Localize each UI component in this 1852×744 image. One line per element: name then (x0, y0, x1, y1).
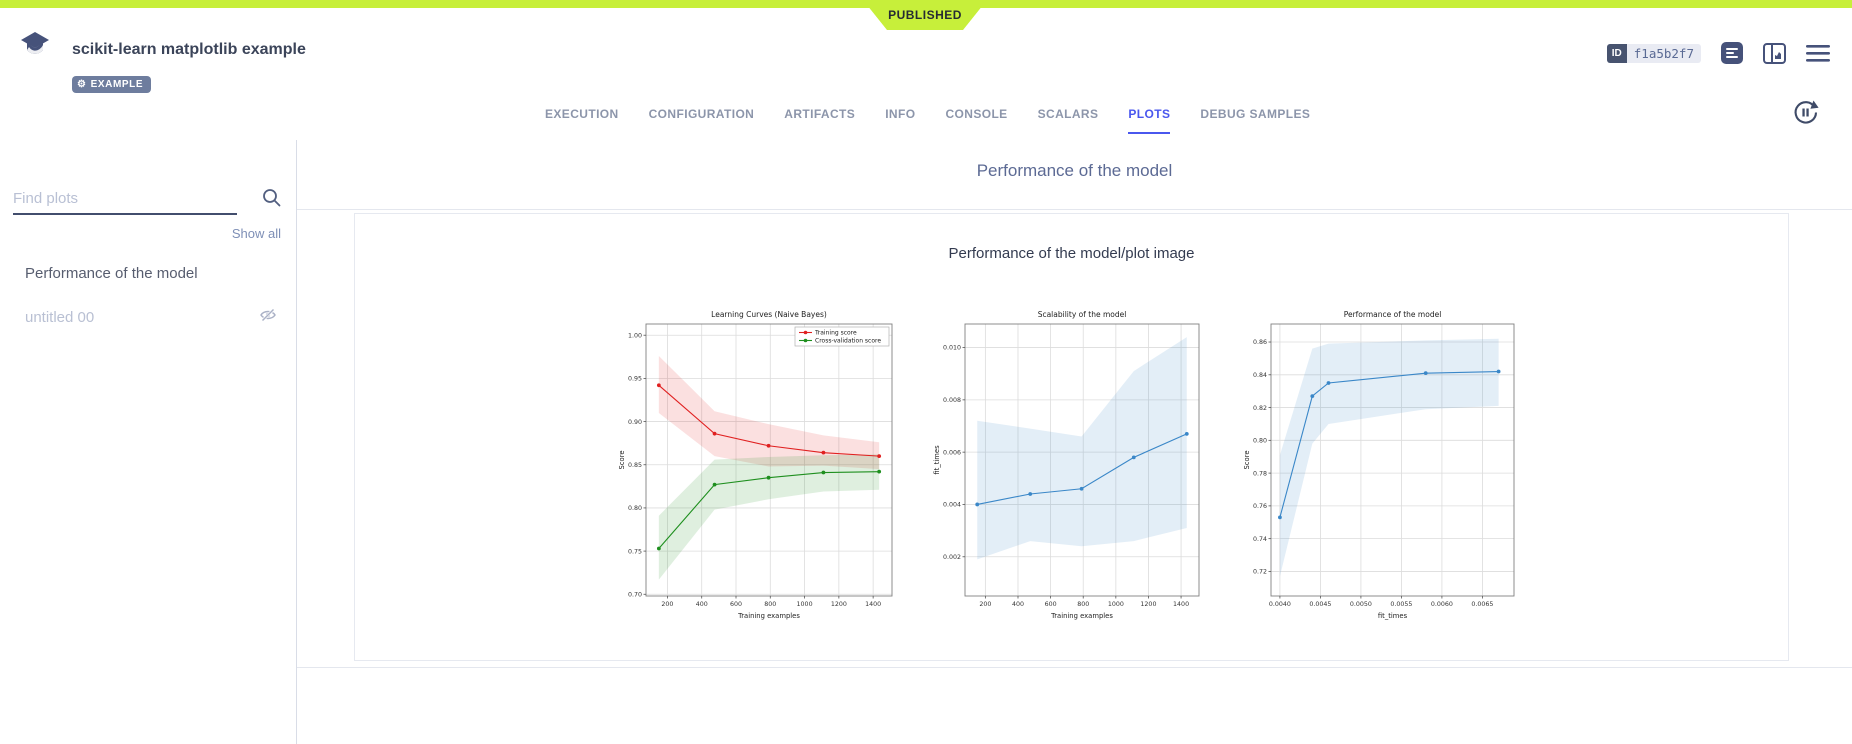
plot-card: Performance of the model/plot image 200 4… (354, 213, 1789, 661)
tab-console[interactable]: CONSOLE (945, 107, 1008, 121)
details-lines-icon (1721, 42, 1743, 64)
tab-scalars[interactable]: SCALARS (1037, 107, 1099, 121)
svg-text:0.74: 0.74 (1253, 536, 1267, 543)
sidebar-item-label: untitled 00 (25, 308, 95, 326)
experiment-tabs: EXECUTION CONFIGURATION ARTIFACTS INFO C… (545, 107, 1310, 134)
svg-text:0.0050: 0.0050 (1350, 601, 1372, 608)
section-divider (297, 209, 1852, 210)
svg-text:1200: 1200 (831, 601, 847, 608)
svg-text:400: 400 (696, 601, 708, 608)
svg-text:Scalability of the model: Scalability of the model (1038, 310, 1127, 319)
sidebar-item-untitled-00[interactable]: untitled 00 (25, 308, 276, 326)
tab-info[interactable]: INFO (885, 107, 916, 121)
svg-text:1000: 1000 (797, 601, 813, 608)
svg-text:0.85: 0.85 (628, 462, 642, 469)
svg-text:0.76: 0.76 (1253, 503, 1267, 510)
svg-text:0.0055: 0.0055 (1390, 601, 1412, 608)
svg-text:1400: 1400 (865, 601, 881, 608)
svg-text:0.90: 0.90 (628, 419, 642, 426)
experiment-title: scikit-learn matplotlib example (72, 41, 306, 58)
tab-artifacts[interactable]: ARTIFACTS (784, 107, 856, 121)
svg-text:0.70: 0.70 (628, 591, 642, 598)
svg-text:Performance of the model: Performance of the model (1344, 310, 1442, 319)
tab-configuration[interactable]: CONFIGURATION (648, 107, 755, 121)
svg-text:0.80: 0.80 (628, 505, 642, 512)
search-icon[interactable] (262, 188, 281, 212)
svg-text:fit_times: fit_times (933, 445, 941, 475)
svg-text:0.78: 0.78 (1253, 470, 1267, 477)
svg-text:Learning Curves (Naive Bayes): Learning Curves (Naive Bayes) (711, 310, 827, 319)
svg-text:400: 400 (1012, 601, 1024, 608)
svg-text:fit_times: fit_times (1378, 612, 1408, 620)
menu-button[interactable] (1806, 44, 1830, 62)
svg-text:0.72: 0.72 (1253, 569, 1267, 576)
plots-sidebar: Show all Performance of the model untitl… (0, 140, 297, 744)
plot-group-title: Performance of the model (976, 161, 1173, 180)
tab-plots[interactable]: PLOTS (1128, 107, 1171, 134)
svg-text:0.95: 0.95 (628, 376, 642, 383)
show-all-link[interactable]: Show all (231, 226, 281, 241)
svg-text:Cross-validation score: Cross-validation score (815, 338, 881, 345)
auto-refresh-button[interactable] (1792, 99, 1819, 131)
svg-text:1000: 1000 (1108, 601, 1124, 608)
side-panel-toggle-button[interactable] (1763, 42, 1786, 64)
svg-text:0.86: 0.86 (1253, 339, 1267, 346)
tab-debug-samples[interactable]: DEBUG SAMPLES (1200, 107, 1311, 121)
svg-text:0.004: 0.004 (943, 502, 961, 509)
sidebar-item-label: Performance of the model (25, 265, 198, 282)
sidebar-item-performance-of-the-model[interactable]: Performance of the model (25, 265, 276, 282)
example-badge: ⚙ EXAMPLE (72, 76, 152, 93)
experiment-details-button[interactable] (1721, 42, 1743, 64)
id-tag: ID (1606, 43, 1627, 63)
hamburger-icon (1806, 44, 1830, 62)
section-divider (297, 667, 1852, 668)
svg-text:0.75: 0.75 (628, 548, 642, 555)
svg-text:0.002: 0.002 (943, 554, 961, 561)
svg-text:Training examples: Training examples (1050, 612, 1113, 620)
svg-text:200: 200 (979, 601, 991, 608)
svg-text:0.0040: 0.0040 (1269, 601, 1291, 608)
example-badge-label: EXAMPLE (90, 79, 144, 90)
svg-text:Training score: Training score (814, 330, 857, 337)
svg-text:0.82: 0.82 (1253, 405, 1267, 412)
svg-text:Score: Score (618, 450, 626, 469)
svg-text:0.84: 0.84 (1253, 372, 1267, 379)
model-performance-chart[interactable]: 0.0040 0.0045 0.0050 0.0055 0.0060 0.0065 0.72… (1241, 306, 1526, 634)
svg-text:200: 200 (661, 601, 673, 608)
plot-card-title: Performance of the model/plot image (948, 245, 1195, 262)
panel-chart-icon (1763, 42, 1786, 64)
published-status-badge: PUBLISHED (863, 0, 987, 30)
svg-text:600: 600 (730, 601, 742, 608)
experiment-id-chip[interactable]: ID f1a5b2f7 (1606, 43, 1701, 63)
svg-text:1200: 1200 (1140, 601, 1156, 608)
svg-text:0.0065: 0.0065 (1471, 601, 1493, 608)
tab-execution[interactable]: EXECUTION (545, 107, 619, 121)
app-logo-icon (21, 32, 49, 54)
svg-text:Score: Score (1243, 450, 1251, 469)
refresh-pause-icon (1794, 100, 1819, 124)
svg-text:800: 800 (1077, 601, 1089, 608)
search-plots-input[interactable] (13, 186, 237, 215)
experiment-id-value: f1a5b2f7 (1626, 43, 1701, 63)
svg-text:800: 800 (764, 601, 776, 608)
svg-text:0.0060: 0.0060 (1431, 601, 1453, 608)
svg-text:0.0045: 0.0045 (1309, 601, 1331, 608)
svg-text:1400: 1400 (1173, 601, 1189, 608)
learning-curves-chart[interactable]: 200 400 600 800 1000 1200 1400 0.70 0.75 0.80 0.85… (616, 306, 904, 634)
svg-text:0.006: 0.006 (943, 449, 961, 456)
svg-text:1.00: 1.00 (628, 332, 642, 339)
gear-icon: ⚙ (77, 78, 87, 90)
svg-text:Training examples: Training examples (737, 612, 800, 620)
svg-text:600: 600 (1045, 601, 1057, 608)
svg-text:0.010: 0.010 (943, 345, 961, 352)
svg-text:0.008: 0.008 (943, 397, 961, 404)
scalability-chart[interactable]: 200 400 600 800 1000 1200 1400 0.002 0.004 0.006 0… (931, 306, 1211, 634)
svg-text:0.80: 0.80 (1253, 438, 1267, 445)
eye-off-icon[interactable] (260, 308, 276, 326)
